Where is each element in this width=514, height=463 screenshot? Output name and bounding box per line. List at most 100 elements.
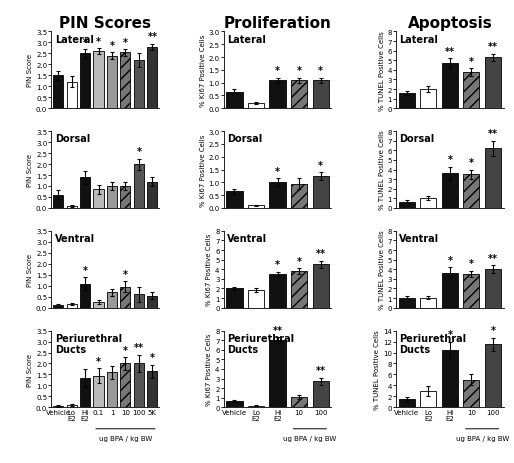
Bar [148, 296, 157, 308]
Bar [442, 350, 458, 407]
Bar [94, 190, 103, 208]
Text: Ventral: Ventral [227, 234, 267, 244]
Y-axis label: % Ki67 Positive Cells: % Ki67 Positive Cells [206, 333, 212, 405]
Bar [485, 58, 501, 109]
Bar [485, 344, 501, 407]
Y-axis label: % TUNEL Positive Cells: % TUNEL Positive Cells [379, 131, 384, 210]
Bar [248, 104, 264, 109]
Y-axis label: % TUNEL Positive Cells: % TUNEL Positive Cells [374, 329, 380, 409]
Text: Dorsal: Dorsal [399, 134, 434, 144]
Bar [313, 265, 329, 308]
Text: Lateral: Lateral [227, 35, 266, 45]
Bar [94, 52, 103, 109]
Bar [442, 174, 458, 208]
Y-axis label: PIN Score: PIN Score [27, 54, 33, 87]
Bar [53, 306, 63, 308]
Bar [107, 56, 117, 109]
Y-axis label: % TUNEL Positive Cells: % TUNEL Positive Cells [379, 31, 384, 111]
Text: Dorsal: Dorsal [227, 134, 262, 144]
Text: *: * [150, 352, 155, 363]
Text: **: ** [134, 343, 144, 353]
Text: *: * [123, 38, 128, 48]
Text: *: * [318, 161, 323, 170]
Bar [66, 405, 77, 407]
Y-axis label: PIN Score: PIN Score [27, 353, 33, 386]
Bar [399, 94, 415, 109]
Bar [442, 64, 458, 109]
Text: ug BPA / kg BW: ug BPA / kg BW [455, 435, 509, 441]
Bar [66, 305, 77, 308]
Bar [291, 397, 307, 407]
Text: *: * [275, 167, 280, 177]
Text: *: * [318, 66, 323, 76]
Bar [134, 364, 144, 407]
Text: *: * [83, 38, 87, 48]
Bar [485, 149, 501, 208]
Bar [107, 293, 117, 308]
Bar [120, 53, 131, 109]
Text: **: ** [488, 129, 498, 139]
Text: *: * [297, 257, 302, 266]
Bar [80, 178, 90, 208]
Bar [120, 187, 131, 208]
Text: *: * [96, 37, 101, 46]
Text: Dorsal: Dorsal [54, 134, 90, 144]
Y-axis label: % TUNEL Positive Cells: % TUNEL Positive Cells [379, 230, 384, 309]
Bar [313, 382, 329, 407]
Text: *: * [275, 66, 280, 76]
Bar [291, 81, 307, 109]
Text: *: * [136, 147, 141, 157]
Title: PIN Scores: PIN Scores [59, 16, 151, 31]
Bar [120, 287, 131, 308]
Bar [80, 378, 90, 407]
Text: **: ** [148, 32, 157, 42]
Bar [420, 391, 436, 407]
Bar [248, 406, 264, 407]
Text: *: * [469, 158, 474, 168]
Bar [148, 371, 157, 407]
Text: *: * [447, 256, 452, 265]
Bar [463, 275, 480, 308]
Text: ug BPA / kg BW: ug BPA / kg BW [99, 435, 152, 441]
Bar [313, 81, 329, 109]
Text: *: * [123, 345, 128, 355]
Title: Proliferation: Proliferation [224, 16, 332, 31]
Bar [94, 302, 103, 308]
Y-axis label: % Ki67 Positive Cells: % Ki67 Positive Cells [199, 35, 206, 107]
Y-axis label: PIN Score: PIN Score [27, 253, 33, 286]
Text: *: * [297, 66, 302, 76]
Text: *: * [109, 41, 115, 51]
Text: *: * [275, 260, 280, 270]
Bar [226, 192, 243, 208]
Title: Apoptosis: Apoptosis [408, 16, 492, 31]
Bar [53, 195, 63, 208]
Text: **: ** [488, 254, 498, 263]
Text: Lateral: Lateral [54, 35, 94, 45]
Y-axis label: PIN Score: PIN Score [27, 154, 33, 187]
Bar [399, 298, 415, 308]
Bar [66, 83, 77, 109]
Bar [94, 376, 103, 407]
Text: ug BPA / kg BW: ug BPA / kg BW [283, 435, 337, 441]
Text: *: * [469, 259, 474, 269]
Bar [66, 206, 77, 208]
Text: Ventral: Ventral [54, 234, 95, 244]
Text: Periurethral
Ducts: Periurethral Ducts [399, 333, 466, 354]
Bar [53, 76, 63, 109]
Bar [269, 81, 286, 109]
Text: *: * [123, 269, 128, 279]
Text: Periurethral
Ducts: Periurethral Ducts [227, 333, 294, 354]
Text: *: * [447, 330, 452, 339]
Bar [134, 165, 144, 208]
Text: *: * [490, 326, 495, 336]
Bar [269, 275, 286, 308]
Bar [134, 61, 144, 109]
Bar [226, 401, 243, 407]
Bar [107, 372, 117, 407]
Text: *: * [96, 356, 101, 366]
Bar [399, 202, 415, 208]
Bar [107, 187, 117, 208]
Text: Ventral: Ventral [399, 234, 439, 244]
Bar [463, 73, 480, 109]
Text: Lateral: Lateral [399, 35, 438, 45]
